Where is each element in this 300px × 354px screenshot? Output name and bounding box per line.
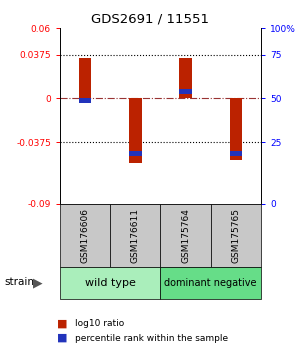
Bar [179, 57, 192, 98]
Text: GSM176606: GSM176606 [81, 208, 90, 263]
Bar [79, 98, 92, 103]
Bar [230, 98, 242, 160]
Text: GSM176611: GSM176611 [131, 208, 140, 263]
Text: ▶: ▶ [33, 277, 42, 290]
Bar [129, 98, 142, 163]
Text: percentile rank within the sample: percentile rank within the sample [75, 333, 228, 343]
Text: strain: strain [4, 278, 34, 287]
Bar [230, 151, 242, 156]
Text: GSM175764: GSM175764 [181, 208, 190, 263]
Bar [179, 89, 192, 94]
Bar [79, 57, 92, 98]
Text: GSM175765: GSM175765 [231, 208, 240, 263]
Text: GDS2691 / 11551: GDS2691 / 11551 [91, 12, 209, 25]
Text: ■: ■ [57, 333, 68, 343]
Text: wild type: wild type [85, 278, 136, 288]
Text: dominant negative: dominant negative [164, 278, 257, 288]
Text: ■: ■ [57, 319, 68, 329]
Bar [129, 151, 142, 156]
Text: log10 ratio: log10 ratio [75, 319, 124, 329]
